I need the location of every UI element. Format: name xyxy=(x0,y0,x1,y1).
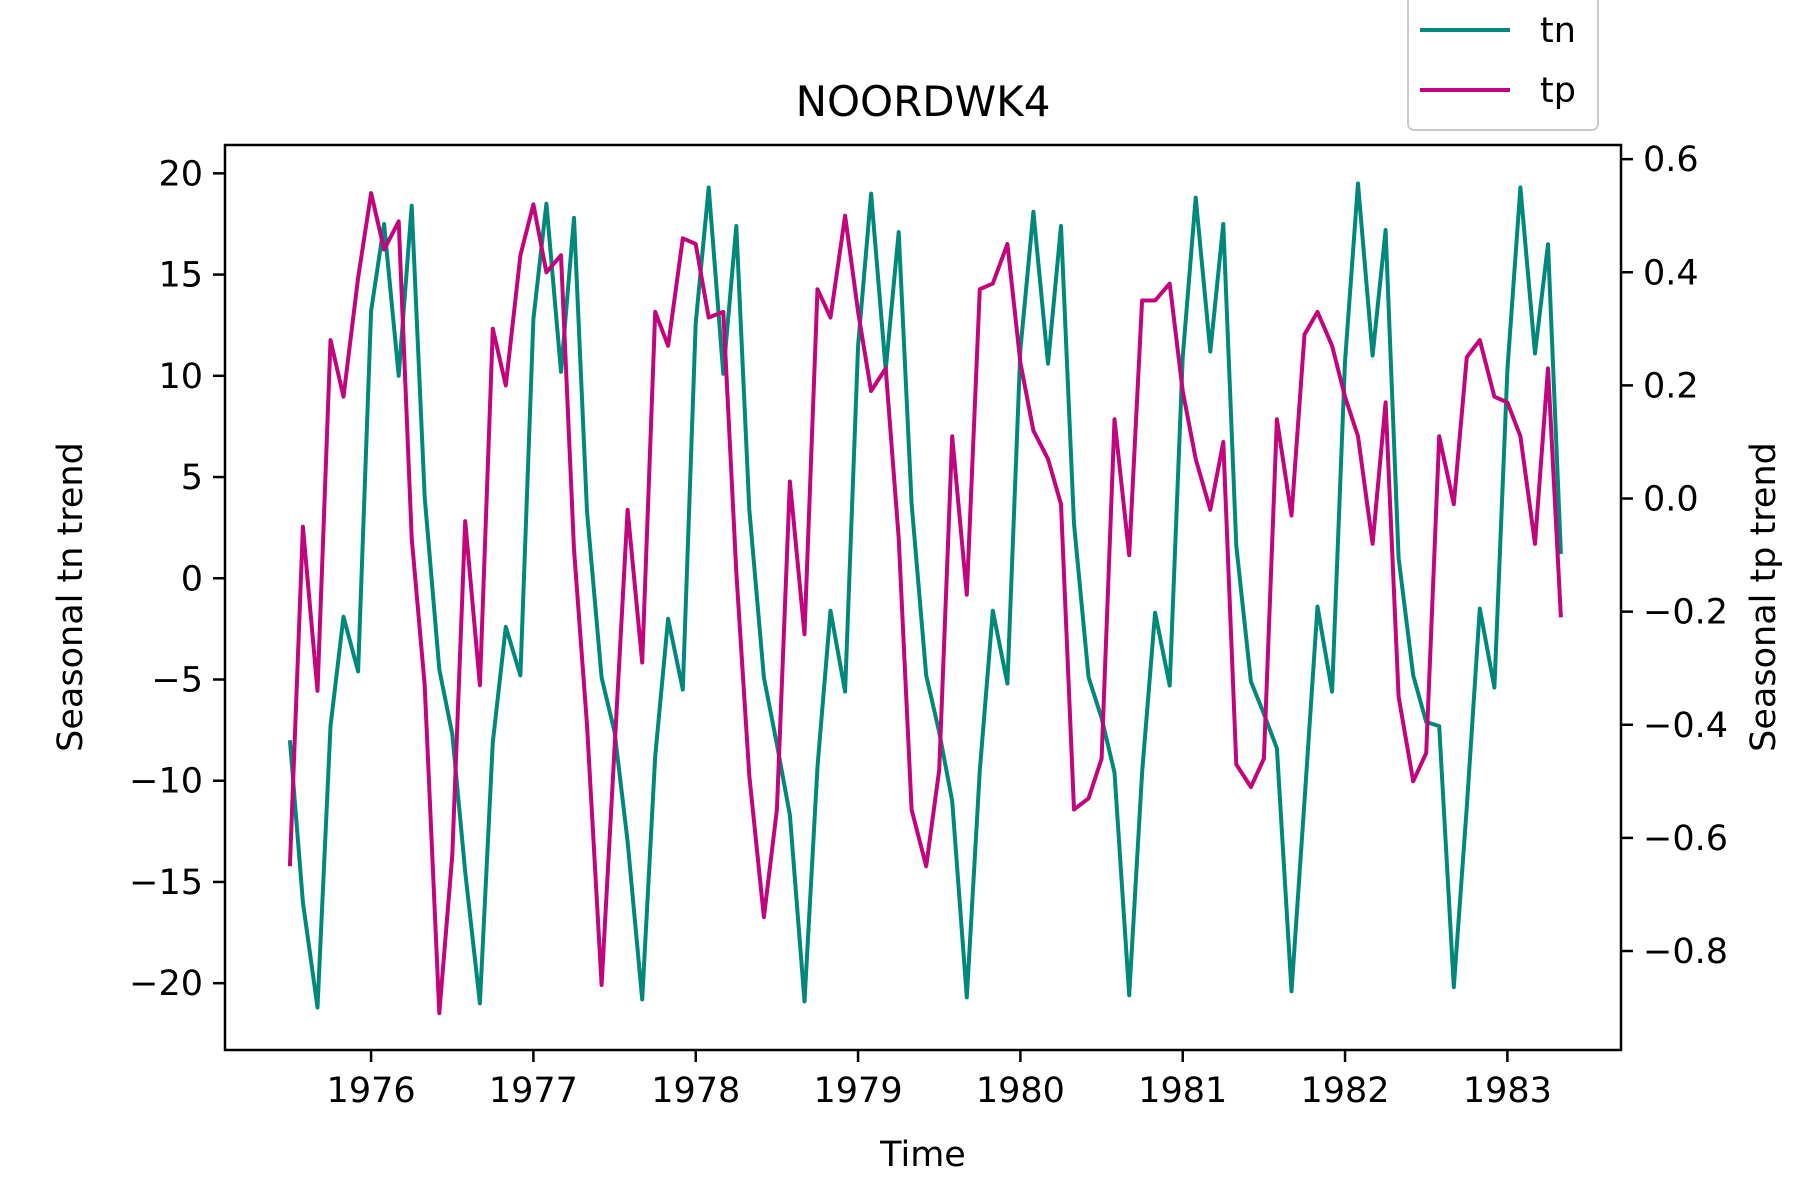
x-axis-ticks: 1976 1977 1978 1979 1980 1981 1982 1983 xyxy=(327,1050,1552,1111)
y-right-tick-label: −0.2 xyxy=(1643,593,1728,633)
x-tick-label: 1982 xyxy=(1301,1071,1390,1111)
x-tick-label: 1980 xyxy=(976,1071,1065,1111)
x-tick-label: 1976 xyxy=(327,1071,416,1111)
y-left-tick-label: −20 xyxy=(129,964,203,1004)
series-line-tn xyxy=(287,181,1563,1010)
y-right-tick-label: 0.0 xyxy=(1643,480,1699,520)
y-axis-ticks-left: 20 15 10 5 0 −5 −10 −15 −20 xyxy=(129,154,225,1004)
y-left-tick-label: 0 xyxy=(181,559,203,599)
legend: tn tp xyxy=(1407,0,1599,131)
y-right-tick-label: −0.4 xyxy=(1643,706,1728,746)
y-axis-ticks-right: 0.6 0.4 0.2 0.0 −0.2 −0.4 −0.6 −0.8 xyxy=(1621,140,1728,972)
chart-title: NOORDWK4 xyxy=(796,77,1051,126)
x-tick-label: 1983 xyxy=(1463,1071,1552,1111)
y-right-tick-label: −0.8 xyxy=(1643,932,1728,972)
y-left-tick-label: 5 xyxy=(181,458,203,498)
x-tick-label: 1977 xyxy=(489,1071,578,1111)
legend-label-tp: tp xyxy=(1540,71,1576,111)
y-left-tick-label: −15 xyxy=(129,863,203,903)
y-right-tick-label: 0.4 xyxy=(1643,253,1699,293)
series-line-tp xyxy=(287,191,1563,1016)
y-left-tick-label: 20 xyxy=(158,154,203,194)
x-tick-label: 1981 xyxy=(1138,1071,1227,1111)
x-axis-label: Time xyxy=(879,1135,966,1175)
y-left-tick-label: 10 xyxy=(158,357,203,397)
x-tick-label: 1979 xyxy=(814,1071,903,1111)
y-axis-label-left: Seasonal tn trend xyxy=(51,442,91,752)
y-right-tick-label: 0.6 xyxy=(1643,140,1699,180)
x-tick-label: 1978 xyxy=(651,1071,740,1111)
y-right-tick-label: 0.2 xyxy=(1643,366,1699,406)
y-left-tick-label: 15 xyxy=(158,256,203,296)
legend-label-tn: tn xyxy=(1540,11,1576,51)
y-left-tick-label: −5 xyxy=(151,660,203,700)
y-right-tick-label: −0.6 xyxy=(1643,819,1728,859)
y-left-tick-label: −10 xyxy=(129,762,203,802)
y-axis-label-right: Seasonal tp trend xyxy=(1744,442,1784,752)
legend-box xyxy=(1407,0,1599,131)
series-lines xyxy=(287,181,1563,1016)
plot-area xyxy=(223,143,1623,1052)
